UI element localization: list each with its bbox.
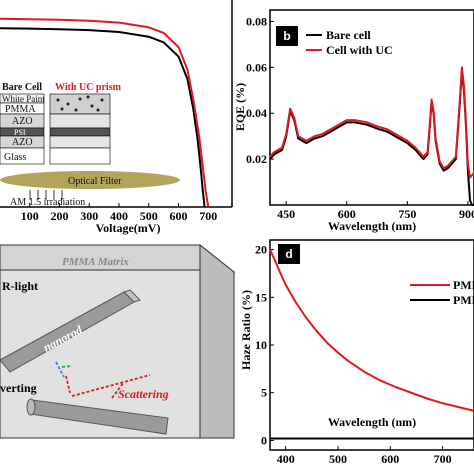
- x-tick-label: 750: [398, 207, 416, 221]
- inset-column-uc-prism: With UC prism: [55, 82, 122, 93]
- inset-glass-layer: [0, 147, 45, 165]
- panel-d-series: [269, 249, 474, 440]
- inset-optical-filter: [0, 171, 180, 189]
- inset-prism-texture: [56, 95, 104, 112]
- legend-label-pmma-red: PMMA: [453, 278, 474, 292]
- panel-b-series: [269, 66, 474, 206]
- x-tick-label: 100: [21, 209, 39, 223]
- y-tick-label: 0.04: [246, 106, 267, 120]
- x-tick-label: 600: [338, 207, 356, 221]
- panel-a-inset: Bare Cell With UC prism White Paint PMMA…: [0, 82, 180, 208]
- panel-a-x-axis-label: Voltage(mV): [96, 221, 161, 235]
- inset-layer-glass: Glass: [4, 152, 26, 163]
- panel-d-ticks: 400 500 600 700 0 5 10 15 20: [255, 243, 452, 466]
- matrix-label: PMMA Matrix: [62, 256, 129, 268]
- x-tick-label: 450: [277, 207, 295, 221]
- inset-right-psi: [49, 127, 111, 137]
- y-tick-label: 15: [255, 290, 267, 304]
- inset-layer-white-paint: White Paint: [2, 94, 45, 104]
- series-line-1: [0, 17, 210, 208]
- x-tick-label: 500: [329, 452, 347, 466]
- legend-label-cell-with-uc: Cell with UC: [326, 43, 393, 57]
- series-line-0: [0, 27, 206, 208]
- y-tick-label: 10: [255, 338, 267, 352]
- x-tick-label: 500: [140, 209, 158, 223]
- x-tick-label: 700: [199, 209, 217, 223]
- inset-layer-pmma: PMMA: [5, 104, 36, 115]
- nanorod-upper: [0, 289, 141, 373]
- panel-d-y-axis-label: Haze Ratio (%): [239, 290, 253, 370]
- x-tick-label: 900: [459, 207, 474, 221]
- y-tick-label: 0: [261, 433, 267, 447]
- series-line-1: [269, 66, 474, 179]
- light-label: R-light: [2, 279, 38, 293]
- converting-label: verting: [0, 381, 37, 395]
- x-tick-label: 200: [50, 209, 68, 223]
- nanorod-lower: [26, 398, 169, 435]
- y-tick-label: 5: [261, 386, 267, 400]
- panel-b-letter: b: [283, 29, 290, 43]
- inset-light-arrows: [29, 190, 63, 200]
- legend-label-pmma-black: PMMA: [453, 293, 474, 307]
- inset-layer-azo-top: AZO: [12, 116, 33, 127]
- inset-right-azo-bottom: [49, 135, 111, 149]
- inset-uc-prism-layer: [49, 93, 111, 115]
- y-tick-label: 0.02: [246, 152, 267, 166]
- legend-label-bare-cell: Bare cell: [326, 28, 371, 42]
- panel-b-plot-frame: [269, 9, 474, 206]
- inset-right-glass: [49, 147, 111, 165]
- x-tick-label: 400: [277, 452, 295, 466]
- series-line-0: [269, 249, 474, 412]
- x-tick-label: 400: [110, 209, 128, 223]
- y-tick-label: 0.08: [246, 14, 267, 28]
- panel-d-legend: PMMA PMMA: [410, 278, 474, 307]
- panel-c: PMMA Matrix nanorod R-light verting Scat…: [0, 243, 236, 439]
- inset-layer-azo-bottom: AZO: [12, 137, 33, 148]
- inset-column-bare-cell: Bare Cell: [2, 82, 42, 93]
- panel-b-letter-box: [276, 26, 298, 46]
- conversion-arrows: [55, 361, 151, 399]
- x-tick-label: 600: [381, 452, 399, 466]
- x-tick-label: 700: [434, 452, 452, 466]
- panel-b: b 450 600 750 900 0.02 0.04 0.06 0.08 Wavelengt…: [233, 9, 474, 233]
- inset-filter-label: Optical Filter: [68, 176, 122, 187]
- panel-a-series: [0, 17, 210, 208]
- panel-d-letter-box: [278, 244, 300, 264]
- inset-layer-psi: PSI: [14, 128, 26, 137]
- panel-d: d 400 500 600 700 0 5 10 15 20 Wavelength (nm) H…: [239, 239, 474, 466]
- y-tick-label: 0.06: [246, 60, 267, 74]
- panel-b-x-axis-label: Wavelength (nm): [328, 219, 416, 233]
- matrix-box-side: [199, 243, 235, 439]
- panel-b-legend: Bare cell Cell with UC: [306, 28, 393, 57]
- panel-b-ticks: 450 600 750 900 0.02 0.04 0.06 0.08: [246, 14, 474, 221]
- x-tick-label: 600: [169, 209, 187, 223]
- x-tick-label: 300: [80, 209, 98, 223]
- panel-d-letter: d: [285, 247, 292, 261]
- panel-a-x-ticks: 100 200 300 400 500 600 700: [21, 203, 217, 223]
- panel-b-y-axis-label: EQE (%): [233, 83, 247, 131]
- inset-irradiation-label: AM 1.5 irradiation: [10, 197, 85, 208]
- inset-right-azo-top: [49, 113, 111, 129]
- y-tick-label: 20: [255, 243, 267, 257]
- panel-a: 100 200 300 400 500 600 700 Voltage(mV) Bare C…: [0, 0, 233, 235]
- scattering-label: Scattering: [118, 387, 169, 401]
- panel-d-x-axis-label: Wavelength (nm): [328, 415, 416, 429]
